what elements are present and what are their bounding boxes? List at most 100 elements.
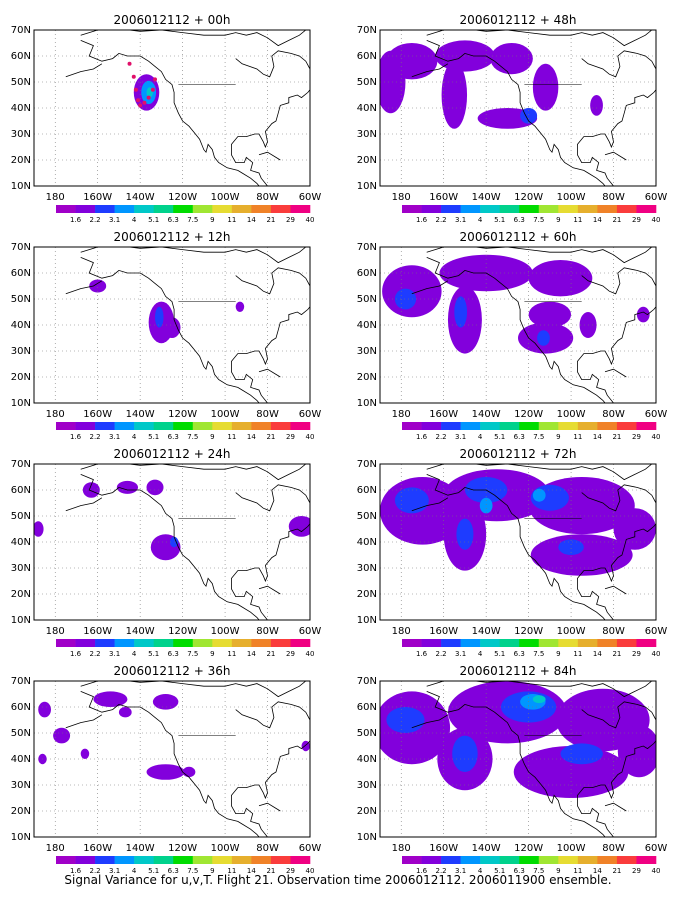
panel-title: 2006012112 + 12h — [114, 230, 231, 244]
colorbar-label: 2.2 — [436, 433, 447, 441]
y-tick-label: 60N — [357, 268, 377, 279]
y-tick-label: 50N — [11, 77, 31, 88]
colorbar-swatch — [402, 422, 422, 430]
variance-contour — [520, 108, 538, 124]
colorbar-swatch — [421, 205, 442, 213]
colorbar-label: 14 — [593, 216, 602, 224]
variance-contour — [235, 301, 245, 312]
x-tick-label: 80W — [256, 626, 279, 637]
colorbar-swatch — [460, 205, 481, 213]
colorbar-label: 21 — [266, 216, 275, 224]
flight-track-point — [131, 74, 136, 79]
colorbar-swatch — [134, 639, 154, 647]
x-tick-label: 160W — [83, 409, 112, 420]
y-tick-label: 40N — [11, 754, 31, 765]
colorbar-swatch — [499, 856, 520, 864]
x-tick-label: 120W — [514, 843, 543, 854]
colorbar-label: 2.2 — [436, 650, 447, 658]
colorbar-label: 2.2 — [90, 433, 101, 441]
coastline — [426, 257, 656, 403]
colorbar-swatch — [480, 639, 500, 647]
flight-track-point — [150, 87, 155, 92]
coastline — [411, 497, 449, 512]
colorbar-label: 1.6 — [416, 867, 428, 875]
colorbar-swatch — [558, 639, 579, 647]
colorbar-swatch — [114, 639, 135, 647]
colorbar-swatch — [270, 856, 291, 864]
coastline — [80, 247, 307, 264]
colorbar-swatch — [290, 639, 311, 647]
x-tick-label: 100W — [211, 626, 240, 637]
y-tick-label: 20N — [11, 806, 31, 817]
colorbar-swatch — [231, 856, 252, 864]
variance-contour — [558, 539, 584, 555]
y-tick-label: 70N — [11, 25, 31, 36]
x-tick-label: 160W — [83, 843, 112, 854]
x-tick-label: 140W — [126, 409, 155, 420]
coastline — [80, 464, 307, 481]
y-tick-label: 60N — [11, 51, 31, 62]
x-tick-label: 140W — [126, 192, 155, 203]
coastline — [65, 280, 103, 295]
coastline — [426, 40, 656, 186]
panel-title: 2006012112 + 24h — [114, 447, 231, 461]
x-tick-label: 180 — [392, 626, 411, 637]
colorbar-swatch — [636, 205, 657, 213]
colorbar-swatch — [75, 205, 96, 213]
colorbar-swatch — [75, 639, 96, 647]
colorbar-label: 21 — [612, 216, 621, 224]
colorbar-label: 4 — [132, 216, 137, 224]
colorbar-swatch — [75, 422, 96, 430]
y-tick-label: 20N — [357, 372, 377, 383]
variance-contour — [386, 707, 425, 733]
colorbar-label: 14 — [247, 650, 256, 658]
variance-contour — [454, 296, 468, 328]
y-tick-label: 20N — [357, 589, 377, 600]
colorbar-swatch — [519, 639, 540, 647]
coastline — [426, 474, 656, 620]
coastline — [604, 802, 627, 812]
colorbar-swatch — [251, 639, 272, 647]
colorbar: 1.6 2.2 3.1 4 5.1 6.3 7.5 9 11 14 21 29 40 — [56, 856, 314, 875]
colorbar: 1.6 2.2 3.1 4 5.1 6.3 7.5 9 11 14 21 29 40 — [402, 422, 660, 441]
flight-track-point — [138, 103, 143, 108]
coastline — [235, 701, 310, 729]
colorbar: 1.6 2.2 3.1 4 5.1 6.3 7.5 9 11 14 21 29 40 — [402, 639, 660, 658]
coastline — [80, 474, 310, 620]
colorbar-label: 4 — [132, 433, 137, 441]
colorbar-swatch — [56, 639, 76, 647]
colorbar-swatch — [290, 422, 311, 430]
colorbar-label: 7.5 — [187, 216, 198, 224]
colorbar-label: 3.1 — [109, 867, 120, 875]
colorbar-label: 29 — [632, 867, 641, 875]
colorbar-label: 5.1 — [148, 650, 159, 658]
map-panel: 2006012112 + 72h 180 160W 140W 120W 100W 80W 60… — [357, 447, 668, 658]
colorbar-label: 7.5 — [533, 433, 544, 441]
colorbar-swatch — [290, 205, 311, 213]
colorbar-swatch — [480, 856, 500, 864]
variance-contour — [155, 306, 164, 328]
panel-title: 2006012112 + 72h — [460, 447, 577, 461]
panel-title: 2006012112 + 60h — [460, 230, 577, 244]
y-tick-label: 70N — [11, 459, 31, 470]
variance-contour — [146, 479, 164, 496]
colorbar-swatch — [173, 205, 194, 213]
panel-plot-area — [380, 681, 656, 837]
colorbar-swatch — [231, 422, 252, 430]
x-tick-label: 140W — [126, 626, 155, 637]
colorbar-swatch — [114, 422, 135, 430]
colorbar-label: 14 — [247, 216, 256, 224]
colorbar-swatch — [558, 422, 579, 430]
colorbar-label: 14 — [593, 867, 602, 875]
y-tick-label: 30N — [357, 129, 377, 140]
x-tick-label: 180 — [392, 409, 411, 420]
variance-contour — [528, 301, 572, 328]
colorbar-swatch — [421, 856, 442, 864]
colorbar-label: 29 — [286, 433, 295, 441]
colorbar-label: 4 — [478, 867, 483, 875]
y-tick-label: 70N — [11, 676, 31, 687]
x-tick-label: 180 — [46, 192, 65, 203]
x-tick-label: 160W — [429, 626, 458, 637]
colorbar-label: 4 — [132, 650, 137, 658]
colorbar-swatch — [538, 639, 559, 647]
